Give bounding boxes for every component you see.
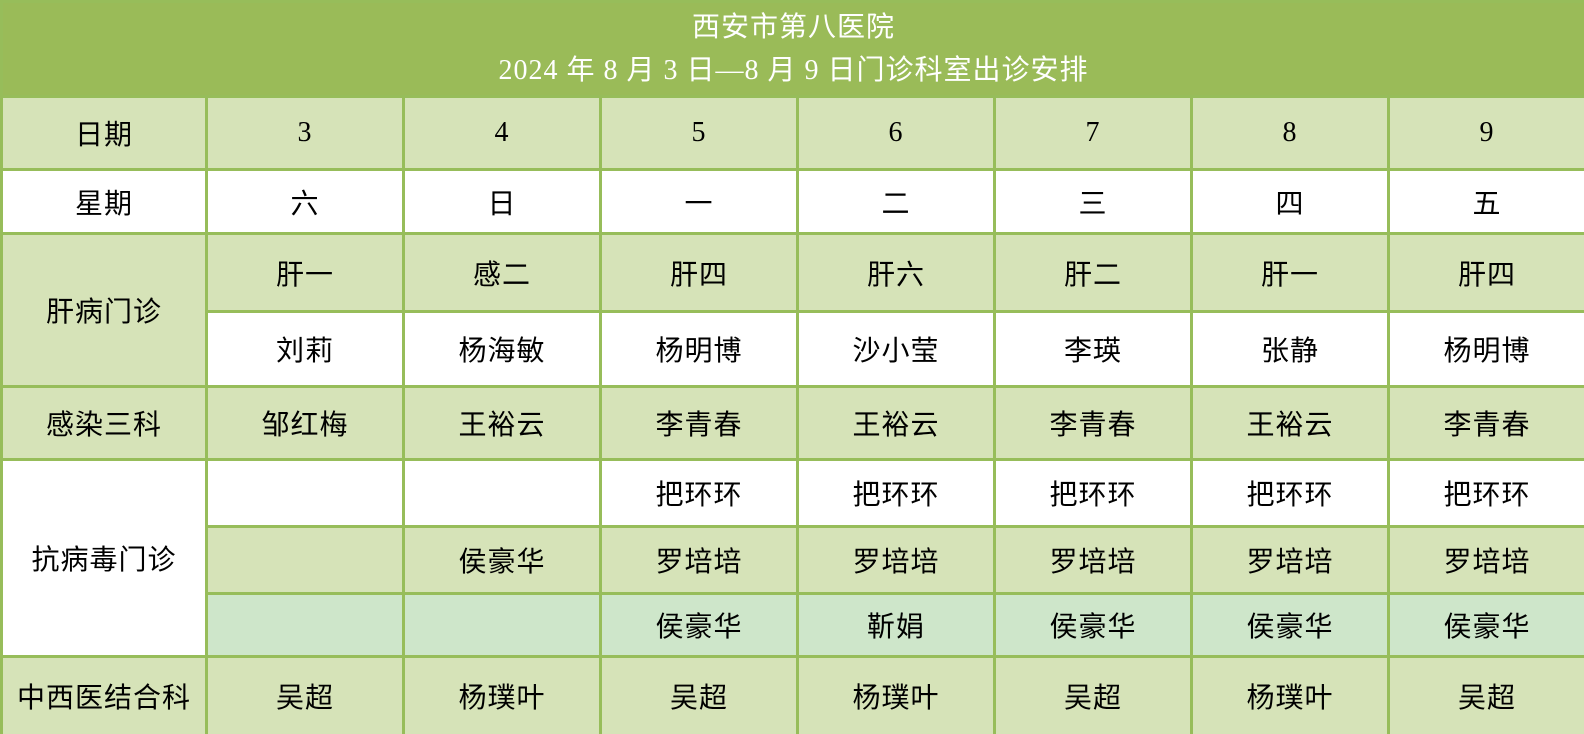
- liver-clinic-room-row: 肝病门诊 肝一 感二 肝四 肝六 肝二 肝一 肝四: [0, 232, 1584, 388]
- schedule-cell: 把环环: [796, 458, 996, 528]
- schedule-cell: 李青春: [599, 385, 799, 461]
- schedule-cell: 张静: [1190, 310, 1390, 388]
- schedule-cell: [205, 458, 405, 528]
- infection-dept-row: 感染三科 邹红梅 王裕云 李青春 王裕云 李青春 王裕云 李青春: [0, 385, 1584, 461]
- schedule-cell: 杨璞叶: [402, 655, 602, 734]
- schedule-cell: 把环环: [1190, 458, 1390, 528]
- antiviral-clinic-label: 抗病毒门诊: [0, 458, 208, 658]
- schedule-cell: [402, 592, 602, 658]
- schedule-cell: [402, 458, 602, 528]
- weekday-cell: 五: [1386, 168, 1584, 235]
- date-cell: 8: [1190, 95, 1390, 171]
- date-cell: 3: [205, 95, 405, 171]
- schedule-cell: 邹红梅: [205, 385, 405, 461]
- antiviral-clinic-row-2: 侯豪华 罗培培 罗培培 罗培培 罗培培 罗培培: [2, 525, 1584, 595]
- schedule-cell: 把环环: [993, 458, 1193, 528]
- schedule-cell: 侯豪华: [402, 525, 602, 595]
- liver-clinic-doctor-row: 刘莉 杨海敏 杨明博 沙小莹 李瑛 张静 杨明博: [2, 310, 1584, 388]
- hospital-name: 西安市第八医院: [692, 12, 896, 43]
- weekday-cell: 一: [599, 168, 799, 235]
- schedule-cell: 侯豪华: [1386, 592, 1584, 658]
- weekday-cell: 日: [402, 168, 602, 235]
- schedule-cell: [205, 592, 405, 658]
- schedule-cell: 杨明博: [1386, 310, 1584, 388]
- schedule-cell: 肝一: [1190, 232, 1390, 313]
- date-row: 日期 3 4 5 6 7 8 9: [0, 95, 1584, 171]
- schedule-cell: 肝二: [993, 232, 1193, 313]
- date-cell: 5: [599, 95, 799, 171]
- schedule-cell: 罗培培: [1190, 525, 1390, 595]
- schedule-cell: 李青春: [1386, 385, 1584, 461]
- schedule-cell: 肝四: [1386, 232, 1584, 313]
- schedule-subtitle: 2024 年 8 月 3 日—8 月 9 日门诊科室出诊安排: [498, 55, 1089, 86]
- schedule-cell: 王裕云: [796, 385, 996, 461]
- schedule-cell: 吴超: [1386, 655, 1584, 734]
- date-row-label: 日期: [0, 95, 208, 171]
- infection-dept-label: 感染三科: [0, 385, 208, 461]
- weekday-cell: 六: [205, 168, 405, 235]
- liver-clinic-label: 肝病门诊: [0, 232, 208, 388]
- schedule-cell: 肝一: [205, 232, 405, 313]
- integrative-medicine-label: 中西医结合科: [0, 655, 208, 734]
- schedule-cell: 李青春: [993, 385, 1193, 461]
- schedule-cell: 杨璞叶: [1190, 655, 1390, 734]
- schedule-cell: 沙小莹: [796, 310, 996, 388]
- schedule-cell: 李瑛: [993, 310, 1193, 388]
- schedule-cell: 罗培培: [796, 525, 996, 595]
- schedule-cell: 把环环: [599, 458, 799, 528]
- date-cell: 6: [796, 95, 996, 171]
- weekday-row: 星期 六 日 一 二 三 四 五: [0, 168, 1584, 235]
- schedule-cell: 吴超: [599, 655, 799, 734]
- schedule-cell: 靳娟: [796, 592, 996, 658]
- schedule-cell: 罗培培: [599, 525, 799, 595]
- schedule-cell: 肝六: [796, 232, 996, 313]
- weekday-row-label: 星期: [0, 168, 208, 235]
- schedule-cell: 侯豪华: [993, 592, 1193, 658]
- schedule-cell: 吴超: [205, 655, 405, 734]
- weekday-cell: 三: [993, 168, 1193, 235]
- schedule-cell: 杨海敏: [402, 310, 602, 388]
- schedule-cell: 把环环: [1386, 458, 1584, 528]
- antiviral-clinic-row-1: 抗病毒门诊 把环环 把环环 把环环 把环环 把环环: [0, 458, 1584, 658]
- schedule-cell: 王裕云: [1190, 385, 1390, 461]
- title-row: 西安市第八医院 2024 年 8 月 3 日—8 月 9 日门诊科室出诊安排: [0, 0, 1584, 98]
- schedule-cell: 侯豪华: [599, 592, 799, 658]
- schedule-cell: 吴超: [993, 655, 1193, 734]
- schedule-cell: 杨明博: [599, 310, 799, 388]
- schedule-cell: 侯豪华: [1190, 592, 1390, 658]
- integrative-medicine-row: 中西医结合科 吴超 杨璞叶 吴超 杨璞叶 吴超 杨璞叶 吴超: [0, 655, 1584, 734]
- schedule-cell: 王裕云: [402, 385, 602, 461]
- date-cell: 7: [993, 95, 1193, 171]
- schedule-cell: 肝四: [599, 232, 799, 313]
- schedule-cell: 罗培培: [993, 525, 1193, 595]
- date-cell: 9: [1386, 95, 1584, 171]
- weekday-cell: 二: [796, 168, 996, 235]
- schedule-cell: 杨璞叶: [796, 655, 996, 734]
- schedule-cell: 感二: [402, 232, 602, 313]
- weekday-cell: 四: [1190, 168, 1390, 235]
- title-cell: 西安市第八医院 2024 年 8 月 3 日—8 月 9 日门诊科室出诊安排: [0, 0, 1584, 98]
- schedule-cell: 刘莉: [205, 310, 405, 388]
- schedule-cell: 罗培培: [1386, 525, 1584, 595]
- antiviral-clinic-row-3: 侯豪华 靳娟 侯豪华 侯豪华 侯豪华: [2, 592, 1584, 658]
- date-cell: 4: [402, 95, 602, 171]
- schedule-cell: [205, 525, 405, 595]
